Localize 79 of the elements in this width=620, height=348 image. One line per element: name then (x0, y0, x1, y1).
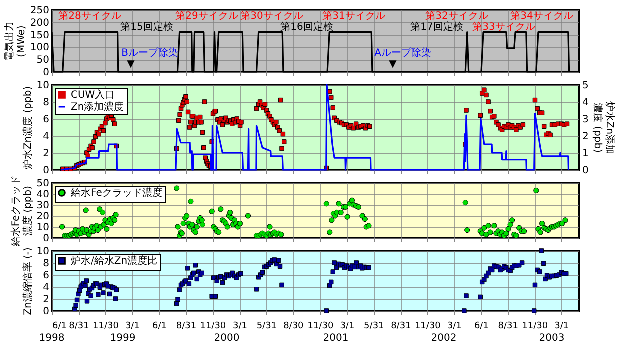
annotation: ▼ (389, 59, 398, 70)
text: 2003 (539, 333, 565, 344)
y-tick-label: 40 (36, 190, 50, 200)
annotation: 第17回定検 (410, 21, 464, 33)
text: 2002 (431, 333, 457, 344)
x-tick-label: 6/1 (474, 322, 489, 332)
annotation: 第29サイクル (176, 10, 238, 22)
x-tick-label: 11/30 (92, 322, 120, 332)
x-tick-label: 3/1 (340, 322, 355, 332)
x-tick-label: 8/31 (69, 322, 90, 332)
text: 2001 (323, 333, 349, 344)
x-tick-label: 6/1 (52, 322, 67, 332)
annotation: 第32サイクル (426, 10, 488, 22)
y2-tick-label: 0 (582, 166, 589, 176)
x-tick-label: 3/1 (554, 322, 570, 332)
y-tick-label: 10 (36, 246, 50, 258)
y2-tick-label: 3 (582, 114, 589, 126)
y-tick-label: 6 (43, 270, 50, 282)
x-tick-label: 8/31 (391, 322, 412, 332)
y2-tick-label: 2 (582, 132, 589, 142)
y-axis-title: 電気出力(MWe) (3, 22, 28, 62)
y-axis-title: Zn濃縮倍率 (-) (22, 248, 34, 316)
x-tick-label: 8/30 (284, 322, 304, 332)
y-tick-label: 0 (43, 234, 50, 244)
annotation: 第30サイクル (240, 10, 304, 22)
x-tick-label: 6/1 (152, 322, 167, 332)
y-tick-label: 10 (36, 222, 50, 234)
x-tick-label: 11/30 (522, 322, 548, 332)
x-tick-label: 11/30 (200, 322, 226, 332)
x-tick-label: 8/31 (176, 322, 197, 332)
y-tick-label: 250 (30, 6, 50, 16)
text: 1998 (39, 333, 65, 344)
y-tick-label: 2 (43, 294, 50, 306)
x-tick-label: 11/30 (308, 322, 334, 332)
legend-label: Zn添加濃度 (71, 101, 124, 113)
annotation: Bループ除染 (122, 47, 178, 59)
y-tick-label: 100 (30, 42, 50, 54)
y-tick-label: 30 (36, 200, 50, 212)
annotation: 第28サイクル (58, 10, 122, 22)
y-tick-label: 20 (36, 212, 50, 222)
annotation: 第15回定検 (120, 21, 174, 33)
x-tick-label: 5/31 (256, 322, 278, 332)
y-tick-label: 200 (30, 18, 50, 29)
text: 2000 (214, 333, 240, 344)
x-tick-label: 3/1 (125, 322, 140, 332)
x-tick-label: 3/1 (447, 322, 462, 332)
y2-tick-label: 4 (582, 98, 589, 108)
annotation: Aループ除染 (374, 47, 432, 59)
y-tick-label: 10 (36, 80, 50, 92)
legend-label: 給水Feクラッド濃度 (70, 187, 162, 199)
x-tick-label: 3/1 (232, 322, 248, 332)
annotation: 第16回定検 (280, 21, 334, 33)
annotation: 第33サイクル (472, 21, 536, 33)
annotation: 第34サイクル (510, 10, 574, 22)
y2-axis-title: 炉水Zn添加濃度 (ppb) (592, 101, 616, 155)
y-tick-label: 8 (43, 98, 50, 108)
y2-tick-label: 5 (582, 80, 589, 92)
y-tick-label: 0 (43, 68, 50, 78)
text: 1999 (110, 333, 136, 344)
x-tick-label: 5/31 (364, 322, 384, 332)
y-tick-label: 0 (43, 166, 50, 176)
legend-label: CUW入口 (71, 89, 116, 101)
x-tick-label: 11/30 (414, 322, 442, 332)
y2-tick-label: 1 (582, 148, 589, 160)
y-axis-title: 給水Feクラッド濃度 (ppb) (10, 175, 34, 248)
y-axis-title: 炉水Zn濃度 (ppb) (22, 86, 34, 170)
y-tick-label: 6 (43, 114, 50, 126)
annotation: 第31サイクル (322, 10, 386, 22)
y-tick-label: 4 (43, 282, 50, 294)
y-tick-label: 0 (43, 306, 50, 318)
y-tick-label: 2 (43, 148, 50, 160)
y-tick-label: 4 (43, 132, 50, 142)
legend-label: 炉水/給水Zn濃度比 (71, 255, 158, 267)
y-tick-label: 8 (43, 258, 50, 270)
y-tick-label: 50 (36, 178, 50, 190)
y-tick-label: 150 (30, 30, 50, 42)
annotation: ▼ (127, 59, 136, 70)
y-tick-label: 50 (36, 55, 50, 66)
x-tick-label: 8/31 (498, 322, 519, 332)
